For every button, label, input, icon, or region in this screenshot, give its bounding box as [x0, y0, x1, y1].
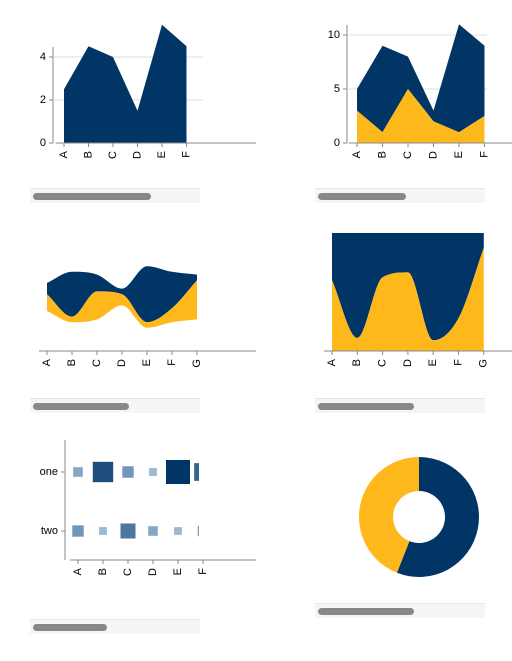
area-series-upper — [357, 24, 485, 133]
scrollbar-thumb[interactable] — [318, 403, 414, 410]
heatmap-chart: one two A B C D E F — [0, 420, 256, 640]
donut-slice — [359, 457, 419, 573]
y-tick-label: 2 — [40, 94, 46, 106]
heatmap-cell — [72, 525, 84, 537]
horizontal-scrollbar[interactable] — [315, 398, 485, 413]
x-tick-label: F — [166, 359, 178, 366]
heatmap-cell — [122, 466, 134, 478]
stream-series-lower — [47, 280, 197, 328]
x-tick-label: F — [180, 151, 192, 158]
heatmap-cell — [174, 527, 182, 535]
heatmap-cell — [149, 468, 157, 476]
streamgraph-chart-svg: A B C D E F G — [39, 266, 256, 368]
scrollbar-thumb[interactable] — [33, 193, 151, 200]
scrollbar-thumb[interactable] — [33, 624, 107, 631]
scrollbar-thumb[interactable] — [33, 403, 129, 410]
x-tick-label: A — [41, 358, 53, 366]
x-tick-label: B — [66, 359, 78, 366]
x-tick-label: E — [156, 151, 168, 158]
x-tick-label: F — [478, 151, 490, 158]
heatmap-cell — [197, 525, 199, 537]
normalized-series-upper — [332, 233, 484, 341]
area-chart-single: 0 2 4 A B C D E F — [0, 0, 256, 210]
x-tick-label: E — [141, 359, 153, 366]
x-tick-label: E — [453, 151, 465, 158]
x-tick-label: C — [402, 151, 414, 159]
heatmap-chart-svg: one two A B C D E F — [40, 440, 256, 576]
x-tick-label: G — [191, 359, 203, 368]
horizontal-scrollbar[interactable] — [30, 188, 200, 203]
heatmap-cell — [73, 467, 83, 477]
x-tick-label: A — [326, 358, 338, 366]
y-tick-label: 4 — [40, 51, 46, 63]
x-tick-label: D — [427, 151, 439, 159]
y-tick-label: 0 — [40, 137, 46, 149]
scrollbar-thumb[interactable] — [318, 193, 406, 200]
x-tick-label: E — [172, 568, 184, 575]
y-tick-label: two — [41, 525, 58, 537]
x-tick-label: C — [107, 151, 119, 159]
heatmap-cell — [148, 526, 158, 536]
y-tick-label: 10 — [328, 29, 340, 41]
normalized-area-chart-svg: A B C D E F G — [324, 233, 512, 368]
donut-chart-svg — [359, 457, 479, 577]
heatmap-cell — [92, 461, 114, 483]
x-tick-label: B — [351, 359, 363, 366]
x-tick-label: B — [376, 151, 388, 158]
y-tick-label: 5 — [334, 83, 340, 95]
x-tick-label: B — [82, 151, 94, 158]
x-tick-label: D — [147, 568, 159, 576]
x-tick-label: E — [427, 359, 439, 366]
donut-chart — [256, 420, 512, 620]
horizontal-scrollbar[interactable] — [315, 188, 485, 203]
area-chart-single-svg: 0 2 4 A B C D E F — [40, 24, 256, 159]
heatmap-cell — [166, 460, 190, 484]
x-tick-label: F — [197, 568, 209, 575]
x-tick-label: D — [402, 359, 414, 367]
area-chart-stacked: 0 5 10 A B C D E F — [256, 0, 512, 210]
x-tick-label: B — [97, 568, 109, 575]
x-tick-label: D — [131, 151, 143, 159]
y-tick-label: one — [40, 466, 58, 478]
x-tick-label: A — [58, 150, 70, 158]
horizontal-scrollbar[interactable] — [30, 619, 200, 634]
x-tick-label: C — [91, 359, 103, 367]
x-tick-label: C — [122, 568, 134, 576]
normalized-area-chart: A B C D E F G — [256, 215, 512, 415]
x-tick-label: A — [351, 150, 363, 158]
x-tick-label: A — [72, 567, 84, 575]
heatmap-cell — [99, 527, 107, 535]
heatmap-cell — [194, 463, 199, 481]
donut-slice — [396, 457, 479, 577]
x-tick-label: F — [452, 359, 464, 366]
scrollbar-thumb[interactable] — [318, 608, 414, 615]
heatmap-cell — [120, 523, 136, 539]
x-tick-label: D — [116, 359, 128, 367]
normalized-series-lower — [332, 247, 484, 351]
y-tick-label: 0 — [334, 137, 340, 149]
horizontal-scrollbar[interactable] — [30, 398, 200, 413]
streamgraph-chart: A B C D E F G — [0, 215, 256, 415]
x-tick-label: C — [377, 359, 389, 367]
area-chart-stacked-svg: 0 5 10 A B C D E F — [328, 24, 512, 159]
area-series — [64, 24, 187, 143]
area-series-lower — [357, 89, 485, 143]
x-tick-label: G — [478, 359, 490, 368]
horizontal-scrollbar[interactable] — [315, 603, 485, 618]
